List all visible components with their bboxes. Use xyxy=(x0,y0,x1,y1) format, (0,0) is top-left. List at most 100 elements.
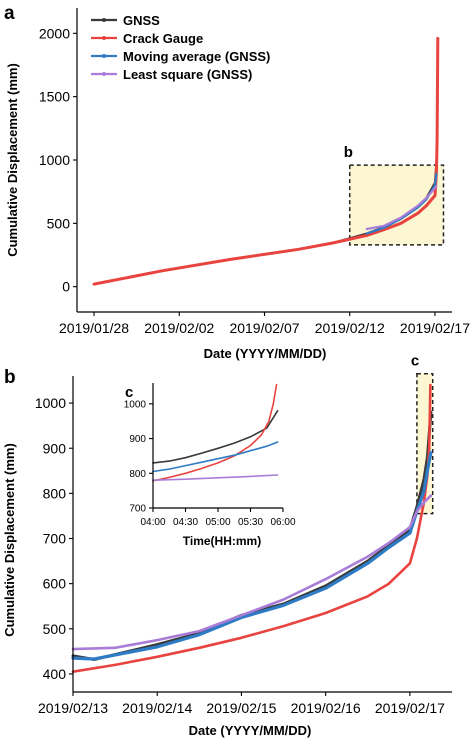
y-tick-label: 700 xyxy=(129,504,146,515)
data-point xyxy=(324,611,327,615)
legend-entry: GNSS xyxy=(123,13,160,28)
y-tick-label: 500 xyxy=(47,215,71,231)
legend-marker xyxy=(102,72,106,76)
data-point xyxy=(365,232,368,235)
inset-c-series xyxy=(152,383,279,482)
x-tick-label: 05:30 xyxy=(238,517,263,528)
data-point xyxy=(365,234,368,237)
panel-a-series xyxy=(92,36,440,286)
data-point xyxy=(331,242,334,244)
series-line-moving-average-gnss xyxy=(152,441,279,473)
data-point xyxy=(229,258,232,261)
legend-entry: Least square (GNSS) xyxy=(123,67,252,82)
legend-entry: Crack Gauge xyxy=(123,31,203,46)
data-point xyxy=(425,204,428,207)
y-tick-label: 1000 xyxy=(39,152,70,168)
data-point xyxy=(408,526,411,529)
data-point xyxy=(156,639,159,642)
data-point xyxy=(435,185,438,187)
panel-a-axes: 0 500 1000 1500 2000 2019/01/28 2019/02/02 2019… xyxy=(39,8,470,336)
data-point xyxy=(366,595,369,598)
data-point xyxy=(415,537,418,540)
inset-c-axes: 700 800 900 1000 04:00 04:30 05:00 05:30 06:00 xyxy=(124,383,296,528)
x-tick-label: 2019/02/16 xyxy=(291,700,361,716)
data-point xyxy=(422,490,425,493)
panel-b-series xyxy=(71,383,433,674)
y-tick-label: 0 xyxy=(62,279,70,295)
legend-marker xyxy=(102,18,106,22)
panel-b-axes: 400 500 600 700 800 900 1000 2019/02/13 2019/02/… xyxy=(35,376,452,716)
data-point xyxy=(429,383,432,387)
y-tick-label: 2000 xyxy=(39,25,70,41)
x-tick-label: 2019/02/12 xyxy=(315,320,385,336)
data-point xyxy=(417,212,419,215)
data-point xyxy=(240,616,243,619)
data-point xyxy=(408,532,411,535)
y-tick-label: 900 xyxy=(129,434,146,445)
x-tick-label: 04:00 xyxy=(140,517,165,528)
data-point xyxy=(436,140,438,142)
series-line-gnss xyxy=(152,409,279,464)
data-point xyxy=(198,633,201,636)
legend-entry: Moving average (GNSS) xyxy=(123,49,270,64)
series-line-gnss xyxy=(71,410,433,661)
data-point xyxy=(387,546,390,549)
data-point xyxy=(156,655,159,658)
inset-c-x-axis-title: Time(HH:mm) xyxy=(183,534,261,548)
x-tick-label: 2019/02/17 xyxy=(400,320,470,336)
series-line-least-square-gnss xyxy=(152,474,279,482)
data-point xyxy=(282,598,285,601)
data-point xyxy=(324,587,327,590)
data-point xyxy=(198,646,201,649)
data-point xyxy=(434,194,436,197)
x-tick-label: 2019/02/15 xyxy=(206,700,276,716)
data-point xyxy=(93,657,96,661)
data-point xyxy=(415,510,418,513)
data-point xyxy=(365,228,368,230)
x-tick-label: 2019/02/17 xyxy=(375,700,445,716)
data-point xyxy=(382,228,385,231)
series-line-moving-average-gnss xyxy=(71,451,433,661)
data-point xyxy=(240,636,243,639)
data-point xyxy=(366,562,369,565)
zoom-box-label: c xyxy=(411,353,419,370)
panel-a-legend: GNSS Crack Gauge Moving average (GNSS) Leas… xyxy=(91,13,270,82)
x-tick-label: 2019/02/07 xyxy=(229,320,299,336)
data-point xyxy=(366,555,369,558)
panel-b-x-axis-title: Date (YYYY/MM/DD) xyxy=(189,723,312,738)
x-tick-label: 2019/02/14 xyxy=(122,700,192,716)
panel-b-letter: b xyxy=(4,367,16,388)
y-tick-label: 1000 xyxy=(35,395,66,411)
data-point xyxy=(429,494,432,497)
y-tick-label: 900 xyxy=(43,440,67,456)
data-point xyxy=(408,562,411,565)
data-point xyxy=(422,501,425,504)
panel-a-chart: a Cumulative Displacement (mm) Date (YYY… xyxy=(4,3,470,361)
data-point xyxy=(387,582,390,585)
data-point xyxy=(156,645,159,649)
x-tick-label: 05:00 xyxy=(205,517,230,528)
data-point xyxy=(400,222,402,225)
data-point xyxy=(382,225,385,227)
data-point xyxy=(114,646,117,649)
y-tick-label: 400 xyxy=(43,666,67,682)
data-point xyxy=(400,216,402,219)
panel-b-chart: b Cumulative Displacement (mm) Date (YYY… xyxy=(2,353,452,738)
data-point xyxy=(436,37,439,40)
data-point xyxy=(324,578,327,581)
data-point xyxy=(417,204,419,207)
x-tick-label: 06:00 xyxy=(270,517,295,528)
data-point xyxy=(240,614,243,617)
data-point xyxy=(114,663,117,667)
data-point xyxy=(93,283,95,285)
panel-a-x-axis-title: Date (YYYY/MM/DD) xyxy=(204,346,327,361)
data-point xyxy=(387,541,390,545)
x-tick-label: 2019/02/13 xyxy=(38,700,108,716)
data-point xyxy=(429,451,432,454)
zoom-box-label: b xyxy=(344,144,353,161)
inset-c-chart: c Time(HH:mm) 700 800 900 1000 04:00 04:30 05:… xyxy=(120,380,296,550)
y-tick-label: 600 xyxy=(43,576,67,592)
x-tick-label: 04:30 xyxy=(173,517,198,528)
data-point xyxy=(435,173,438,175)
y-tick-label: 1000 xyxy=(124,399,147,410)
